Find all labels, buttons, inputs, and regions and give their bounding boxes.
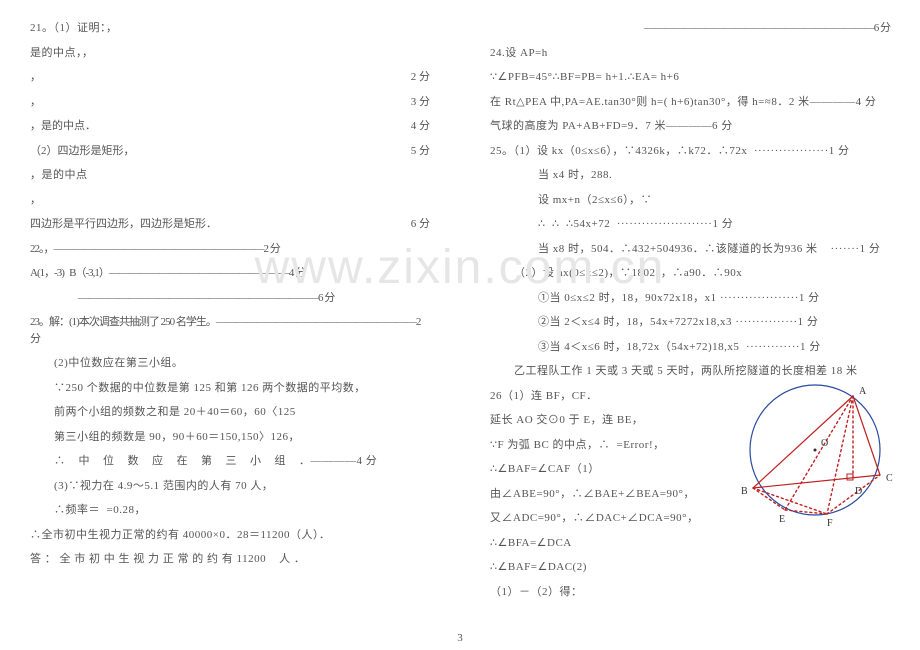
q21-3pt: ， 3 分 [30, 94, 430, 111]
q23-3a: (3)∵视力在 4.9～5.1 范围内的人有 70 人， [30, 478, 430, 495]
q21-5pt: （2）四边形是矩形， 5 分 [30, 143, 430, 160]
q23-2b: ∵250 个数据的中位数是第 125 和第 126 两个数据的平均数， [30, 380, 430, 397]
pts: 6 分 [411, 216, 430, 233]
q21-2pt: ， 2 分 [30, 69, 430, 86]
pts: 2 分 [411, 69, 430, 86]
q21-c: ， [30, 192, 430, 209]
txt: ，是的中点． [30, 118, 96, 135]
q25-1b: 当 x4 时，288. [490, 167, 890, 184]
txt: 四边形是平行四边形，四边形是矩形． [30, 216, 217, 233]
q21-4pt: ，是的中点． 4 分 [30, 118, 430, 135]
q25-1d: ∴ ∴ ∴54x+72 ·······················1 分 [490, 216, 890, 233]
pts: 3 分 [411, 94, 430, 111]
svg-text:A: A [859, 386, 867, 397]
q24-d: 气球的高度为 PA+AB+FD=9．7 米――――6 分 [490, 118, 890, 135]
q23-3c: ∴全市初中生视力正常的约有 40000×0．28＝11200（人）． [30, 527, 430, 544]
page-number: 3 [457, 632, 463, 644]
q24-b: ∵∠PFB=45°∴BF=PB= h+1.∴EA= h+6 [490, 69, 890, 86]
q25-2e: 乙工程队工作 1 天或 3 天或 5 天时，两队所挖隧道的长度相差 18 米 [490, 363, 890, 380]
txt: ， [30, 69, 41, 86]
q23-2a: (2)中位数应在第三小组。 [30, 355, 430, 372]
q25-1a: 25。（1）设 kx（0≤x≤6），∵4326k，∴k72．∴72x ·····… [490, 143, 890, 160]
q26-g: ∴∠BFA=∠DCA [490, 535, 890, 552]
txt: （2）四边形是矩形， [30, 143, 135, 160]
svg-text:F: F [827, 518, 833, 529]
q25-1e: 当 x8 时，504．∴432+504936．∴该隧道的长为936 米 ····… [490, 241, 890, 258]
svg-text:E: E [779, 514, 785, 525]
svg-text:B: B [741, 486, 748, 497]
q22-a: 22。，―――――――――――――――――――――2 分 [30, 241, 430, 258]
q23-2c: 前两个小组的频数之和是 20＋40＝60，60〈125 [30, 404, 430, 421]
q25-2a: （2）设 ax(0≤x≤2)，∵1802a，∴a90．∴90x [490, 265, 890, 282]
svg-text:O: O [821, 438, 828, 449]
q22-b: A(1，-3) B（-3,1）――――――――――――――――――4 分 [30, 265, 430, 282]
q24-a: 24.设 AP=h [490, 45, 890, 62]
q23-ans: 答 ： 全 市 初 中 生 视 力 正 常 的 约 有 11200 人 ． [30, 551, 430, 568]
circle-diagram: A B C D E F O [735, 380, 895, 530]
q24-c: 在 Rt△PEA 中,PA=AE.tan30°则 h=( h+6)tan30°，… [490, 94, 890, 111]
q26-h: ∴∠BAF=∠DAC(2) [490, 559, 890, 576]
cont-6pt: ―――――――――――――――――――――――6 分 [490, 20, 890, 37]
right-column: ―――――――――――――――――――――――6 分 24.设 AP=h ∵∠P… [460, 0, 920, 650]
q25-2c: ②当 2＜x≤4 时，18，54x+7272x18,x3 ···········… [490, 314, 890, 331]
pts: 5 分 [411, 143, 430, 160]
svg-text:C: C [886, 473, 893, 484]
q25-2d: ③当 4＜x≤6 时，18,72x（54x+72)18,x5 ·········… [490, 339, 890, 356]
q23-1: 23。解：(1)本次调查共抽测了 250 名学生。―――――――――――――――… [30, 314, 430, 347]
q21-proof: 21。（1）证明：， [30, 20, 430, 37]
svg-text:D: D [855, 486, 862, 497]
pts: 4 分 [411, 118, 430, 135]
q23-2e: ∴ 中 位 数 应 在 第 三 小 组 ．――――4 分 [30, 453, 430, 470]
page-container: 21。（1）证明：， 是的中点，， ， 2 分 ， 3 分 ，是的中点． 4 分… [0, 0, 920, 650]
q21-b: ，是的中点 [30, 167, 430, 184]
q23-3b: ∴频率＝ =0.28， [30, 502, 430, 519]
q25-2b: ①当 0≤x≤2 时，18，90x72x18，x1 ··············… [490, 290, 890, 307]
q21-a: 是的中点，， [30, 45, 430, 62]
txt: ， [30, 94, 41, 111]
q25-1c: 设 mx+n（2≤x≤6），∵ [490, 192, 890, 209]
q21-6pt: 四边形是平行四边形，四边形是矩形． 6 分 [30, 216, 430, 233]
left-column: 21。（1）证明：， 是的中点，， ， 2 分 ， 3 分 ，是的中点． 4 分… [0, 0, 460, 650]
q23-2d: 第三小组的频数是 90，90＋60＝150,150〉126， [30, 429, 430, 446]
q22-c: ――――――――――――――――――――――――6 分 [30, 290, 430, 307]
q26-i: （1）－（2）得： [490, 584, 890, 601]
